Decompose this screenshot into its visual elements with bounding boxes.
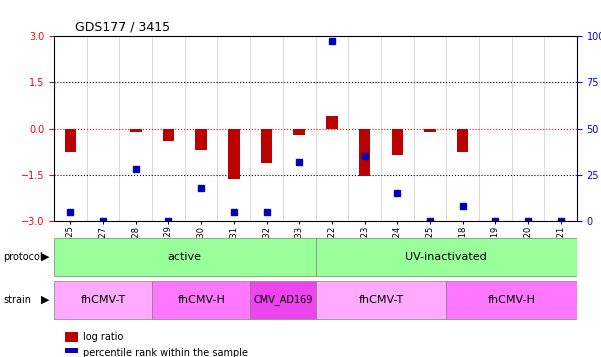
Bar [326,116,338,129]
Bar [65,129,76,152]
Bar [424,129,436,132]
FancyBboxPatch shape [316,281,446,319]
Text: ▶: ▶ [41,252,49,262]
Text: UV-inactivated: UV-inactivated [405,252,487,262]
Text: fhCMV-H: fhCMV-H [487,295,535,305]
Bar [64,348,78,357]
Bar [195,129,207,150]
Text: fhCMV-H: fhCMV-H [177,295,225,305]
Text: fhCMV-T: fhCMV-T [358,295,403,305]
Bar [130,129,141,132]
Text: percentile rank within the sample: percentile rank within the sample [83,348,248,357]
Bar [64,332,78,342]
Bar [228,129,240,178]
Text: log ratio: log ratio [83,332,123,342]
FancyBboxPatch shape [152,281,250,319]
FancyBboxPatch shape [250,281,316,319]
FancyBboxPatch shape [446,281,577,319]
Bar [457,129,468,152]
FancyBboxPatch shape [316,238,577,276]
Bar [261,129,272,162]
Text: ▶: ▶ [41,295,49,305]
Bar [293,129,305,135]
Text: protocol: protocol [3,252,43,262]
Text: fhCMV-T: fhCMV-T [81,295,126,305]
FancyBboxPatch shape [54,238,316,276]
Bar [391,129,403,155]
Text: strain: strain [3,295,31,305]
Bar [359,129,370,176]
Text: GDS177 / 3415: GDS177 / 3415 [75,20,170,33]
Text: active: active [168,252,202,262]
FancyBboxPatch shape [54,281,152,319]
Text: CMV_AD169: CMV_AD169 [253,295,313,305]
Bar [163,129,174,141]
